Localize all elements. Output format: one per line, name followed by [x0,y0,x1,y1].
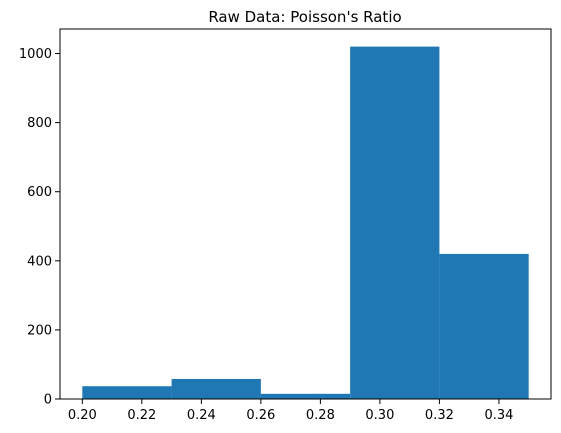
x-tick-label-2: 0.24 [187,408,216,423]
y-tick-label-0: 0 [44,393,52,408]
x-tick-label-5: 0.30 [365,408,394,423]
histogram-bar-4 [439,253,529,399]
y-tick-label-5: 1000 [19,47,52,62]
x-tick-label-0: 0.20 [68,408,97,423]
y-axis: 0 200 400 600 800 1000 [19,47,60,408]
x-tick-label-1: 0.22 [127,408,156,423]
x-axis: 0.20 0.22 0.24 0.26 0.28 0.30 0.32 0.34 [68,399,513,423]
x-tick-label-3: 0.26 [246,408,275,423]
y-tick-label-4: 800 [27,116,52,131]
histogram-bar-0 [82,386,172,399]
x-tick-label-4: 0.28 [306,408,335,423]
x-tick-label-6: 0.32 [425,408,454,423]
y-tick-label-2: 400 [27,254,52,269]
histogram-bar-3 [350,46,440,400]
chart-title: Raw Data: Poisson's Ratio [208,8,401,26]
y-tick-label-3: 600 [27,185,52,200]
bars-layer [82,46,529,400]
y-tick-label-1: 200 [27,323,52,338]
histogram-bar-1 [171,378,261,399]
plot-frame [59,28,552,400]
histogram-bar-2 [260,393,351,399]
x-tick-label-7: 0.34 [484,408,513,423]
